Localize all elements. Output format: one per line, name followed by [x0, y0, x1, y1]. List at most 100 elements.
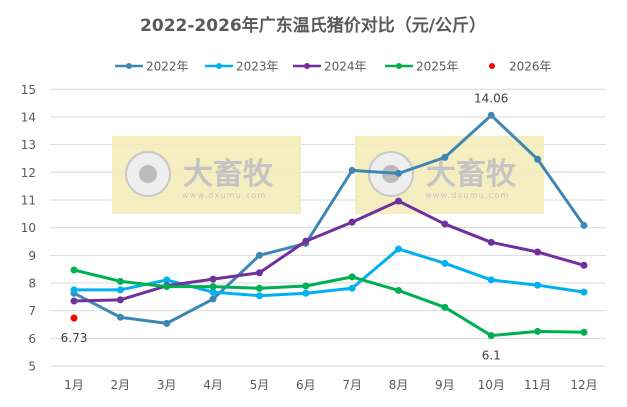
data-point — [116, 296, 124, 304]
legend-marker — [216, 63, 222, 69]
logo-pupil-icon — [139, 165, 157, 183]
data-point — [395, 286, 403, 294]
y-tick-label: 14 — [21, 110, 36, 124]
legend-item: 2025年 — [385, 60, 459, 74]
data-point — [70, 266, 78, 274]
legend-marker — [489, 63, 495, 69]
legend-item: 2023年 — [205, 60, 279, 74]
x-tick-label: 5月 — [250, 378, 270, 392]
data-label: 6.1 — [482, 349, 501, 363]
data-point — [487, 332, 495, 340]
series-2023年 — [70, 245, 588, 300]
legend-item: 2022年 — [115, 60, 189, 74]
data-point — [70, 297, 78, 305]
series-line — [73, 113, 586, 325]
data-point — [302, 289, 310, 297]
data-point — [255, 269, 263, 277]
x-tick-label: 7月 — [342, 378, 362, 392]
legend-marker — [126, 63, 132, 69]
y-tick-label: 15 — [21, 83, 36, 97]
data-point — [487, 111, 495, 119]
x-tick-label: 8月 — [389, 378, 409, 392]
series-line — [73, 268, 584, 338]
data-point — [70, 314, 78, 322]
y-tick-label: 13 — [21, 138, 36, 152]
data-point — [209, 283, 217, 291]
watermark-site: www.dxumu.com — [182, 191, 266, 200]
data-point — [302, 237, 310, 245]
data-point — [534, 155, 542, 163]
chart-title: 2022-2026年广东温氏猪价对比（元/公斤） — [140, 15, 486, 36]
legend-label: 2025年 — [416, 60, 459, 74]
y-tick-label: 10 — [21, 221, 36, 235]
data-point — [116, 286, 124, 294]
watermark-brand: 大畜牧 — [426, 157, 517, 192]
data-point — [116, 277, 124, 285]
data-point — [580, 261, 588, 269]
x-tick-label: 4月 — [203, 378, 223, 392]
data-point — [395, 169, 403, 177]
data-point — [441, 220, 449, 228]
data-point — [348, 166, 356, 174]
x-tick-label: 3月 — [157, 378, 177, 392]
data-point — [163, 283, 171, 291]
data-point — [348, 284, 356, 292]
watermark-site: www.dxumu.com — [425, 191, 509, 200]
x-tick-label: 12月 — [570, 378, 597, 392]
data-point — [580, 328, 588, 336]
series-2026年 — [70, 314, 78, 322]
data-point — [487, 238, 495, 246]
data-point — [395, 245, 403, 253]
data-point — [534, 281, 542, 289]
data-point — [209, 295, 217, 303]
legend-label: 2024年 — [324, 60, 367, 74]
data-point — [348, 273, 356, 281]
series-2025年 — [70, 266, 588, 340]
legend-item: 2026年 — [489, 60, 552, 74]
data-point — [534, 248, 542, 256]
data-point — [255, 284, 263, 292]
series-line — [74, 247, 585, 298]
data-point — [580, 288, 588, 296]
legend-marker — [304, 63, 310, 69]
data-point — [116, 313, 124, 321]
y-tick-label: 7 — [28, 304, 36, 318]
y-tick-label: 11 — [21, 193, 36, 207]
x-tick-label: 11月 — [524, 378, 551, 392]
x-tick-label: 9月 — [435, 378, 455, 392]
data-point — [580, 221, 588, 229]
data-label: 6.73 — [61, 331, 88, 345]
x-tick-label: 10月 — [478, 378, 505, 392]
data-point — [163, 276, 171, 284]
data-point — [441, 259, 449, 267]
watermark-brand: 大畜牧 — [183, 157, 274, 192]
legend-label: 2023年 — [236, 60, 279, 74]
data-point — [255, 292, 263, 300]
data-point — [255, 251, 263, 259]
legend-item: 2024年 — [293, 60, 367, 74]
data-point — [209, 275, 217, 283]
data-label: 14.06 — [474, 91, 508, 105]
y-tick-label: 12 — [21, 166, 36, 180]
y-tick-label: 5 — [28, 360, 36, 374]
series-2024年 — [70, 197, 588, 305]
data-point — [209, 288, 217, 296]
series-line — [73, 199, 585, 303]
data-point — [302, 282, 310, 290]
x-tick-label: 6月 — [296, 378, 316, 392]
x-tick-label: 2月 — [111, 378, 131, 392]
y-tick-label: 8 — [28, 276, 36, 290]
data-point — [441, 153, 449, 161]
data-point — [163, 319, 171, 327]
legend-marker — [396, 63, 402, 69]
data-point — [534, 327, 542, 335]
data-point — [395, 197, 403, 205]
data-point — [487, 276, 495, 284]
y-tick-label: 9 — [28, 249, 36, 263]
data-point — [70, 286, 78, 294]
data-point — [441, 303, 449, 311]
